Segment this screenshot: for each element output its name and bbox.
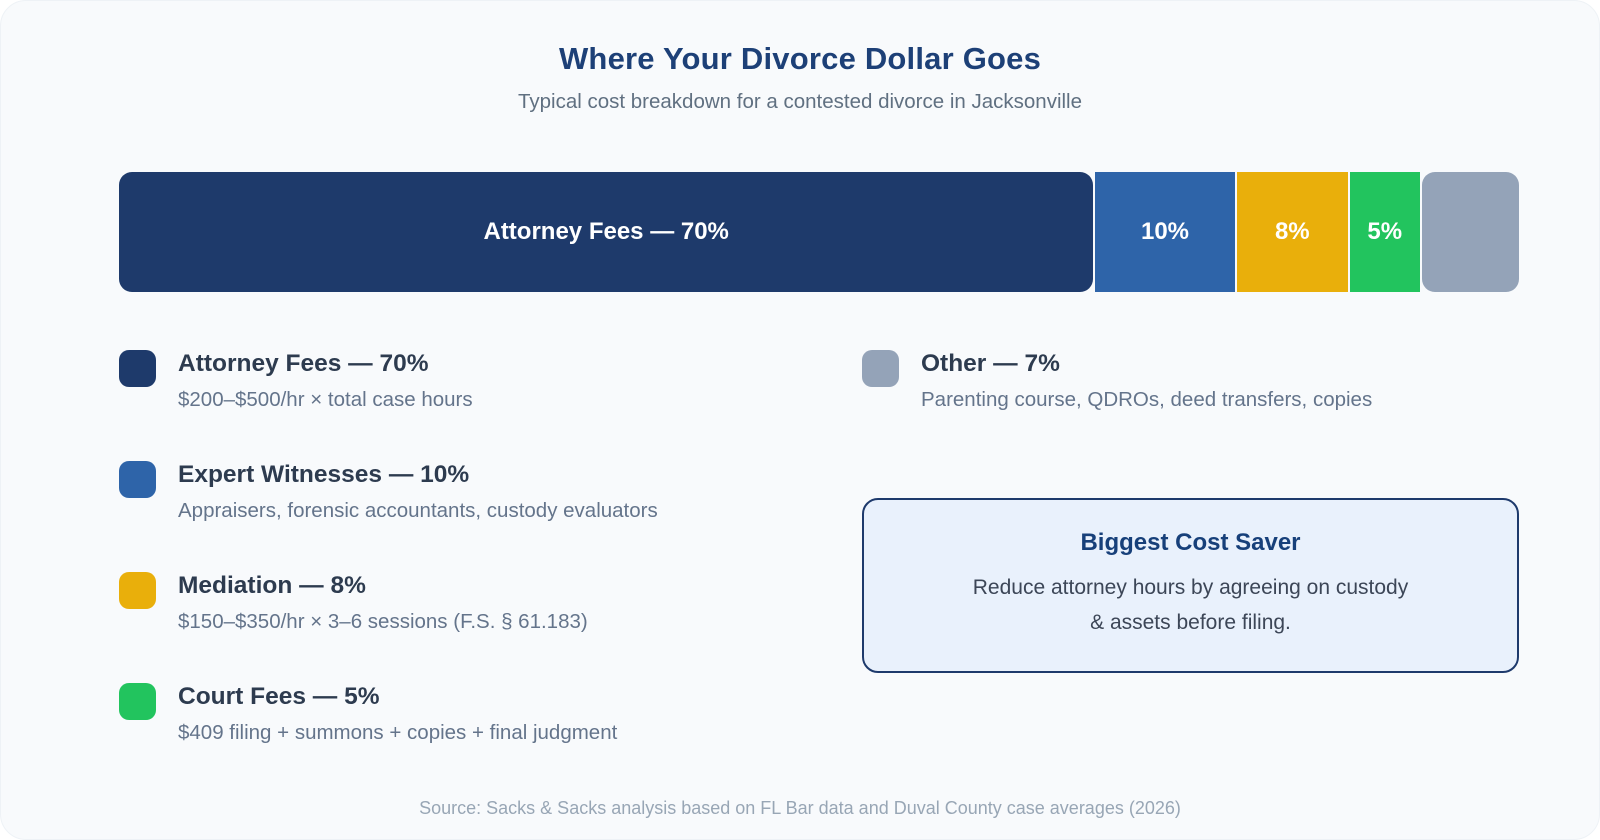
legend-texts: Mediation — 8% $150–$350/hr × 3–6 session… <box>178 571 588 636</box>
legend-swatch-other <box>862 350 899 387</box>
legend-description-expert-witnesses: Appraisers, forensic accountants, custod… <box>178 499 658 523</box>
source-note: Source: Sacks & Sacks analysis based on … <box>419 798 1181 818</box>
legend-label-expert-witnesses: Expert Witnesses — 10% <box>178 461 470 489</box>
bar-segment-mediation: 8% <box>1236 172 1348 292</box>
legend-texts: Other — 7% Parenting course, QDROs, deed … <box>921 349 1372 414</box>
bar-segment-label-mediation: 8% <box>1274 218 1310 245</box>
legend-swatch-attorney-fees <box>119 350 156 387</box>
legend-item-attorney-fees: Attorney Fees — 70% $200–$500/hr × total … <box>119 349 862 414</box>
bar-segment-label-court-fees: 5% <box>1367 218 1403 245</box>
bar-segment-attorney-fees: Attorney Fees — 70% <box>119 172 1094 292</box>
legend-left-column: Attorney Fees — 70% $200–$500/hr × total … <box>119 349 862 793</box>
legend-label-other: Other — 7% <box>921 350 1060 377</box>
legend-label-mediation: Mediation — 8% <box>178 572 366 600</box>
legend-swatch-mediation <box>119 572 156 610</box>
stacked-bar: Attorney Fees — 70% 10% 8% 5% <box>119 172 1519 292</box>
header: Where Your Divorce Dollar Goes Typical c… <box>1 1 1599 114</box>
legend-swatch-court-fees <box>119 683 156 721</box>
callout-title: Biggest Cost Saver <box>1080 529 1301 557</box>
legend-item-mediation: Mediation — 8% $150–$350/hr × 3–6 session… <box>119 571 862 636</box>
chart-subtitle: Typical cost breakdown for a contested d… <box>517 90 1083 113</box>
legend-texts: Expert Witnesses — 10% Appraisers, forens… <box>178 460 658 525</box>
legend-item-other: Other — 7% Parenting course, QDROs, deed … <box>862 349 1519 414</box>
legend-item-court-fees: Court Fees — 5% $409 filing + summons + c… <box>119 682 862 747</box>
legend-label-court-fees: Court Fees — 5% <box>178 683 380 711</box>
bar-segment-expert-witnesses: 10% <box>1095 172 1235 292</box>
legend-description-attorney-fees: $200–$500/hr × total case hours <box>178 388 473 412</box>
bar-segment-other <box>1421 172 1519 292</box>
bar-segment-court-fees: 5% <box>1349 172 1420 292</box>
legend-texts: Court Fees — 5% $409 filing + summons + c… <box>178 682 617 747</box>
callout-body: Reduce attorney hours by agreeing on cus… <box>972 576 1409 634</box>
chart-title: Where Your Divorce Dollar Goes <box>558 41 1042 76</box>
legend-right-column: Other — 7% Parenting course, QDROs, deed … <box>862 349 1519 674</box>
legend-texts: Attorney Fees — 70% $200–$500/hr × total … <box>178 349 473 414</box>
legend-item-expert-witnesses: Expert Witnesses — 10% Appraisers, forens… <box>119 460 862 525</box>
bar-segment-label-attorney-fees: Attorney Fees — 70% <box>483 218 729 245</box>
cost-saver-callout: Biggest Cost Saver Reduce attorney hours… <box>862 498 1519 674</box>
legend-description-mediation: $150–$350/hr × 3–6 sessions (F.S. § 61.1… <box>178 610 588 634</box>
legend-label-attorney-fees: Attorney Fees — 70% <box>178 350 429 377</box>
bar-segment-label-expert-witnesses: 10% <box>1140 218 1190 245</box>
legend-swatch-expert-witnesses <box>119 461 156 499</box>
legend: Attorney Fees — 70% $200–$500/hr × total … <box>119 349 1519 793</box>
legend-description-court-fees: $409 filing + summons + copies + final j… <box>178 721 618 745</box>
legend-description-other: Parenting course, QDROs, deed transfers,… <box>921 388 1373 412</box>
